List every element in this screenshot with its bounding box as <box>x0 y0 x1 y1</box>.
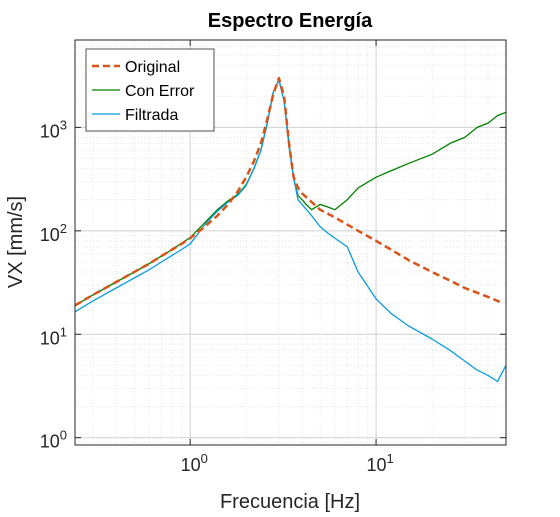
chart-title: Espectro Energía <box>208 10 373 32</box>
legend-label: Con Error <box>125 83 195 100</box>
x-axis-label: Frecuencia [Hz] <box>220 491 360 513</box>
legend-label: Original <box>125 59 180 76</box>
legend-label: Filtrada <box>125 107 178 124</box>
legend: Original Con Error Filtrada <box>86 49 214 131</box>
y-axis-label: VX [mm/s] <box>5 196 27 288</box>
